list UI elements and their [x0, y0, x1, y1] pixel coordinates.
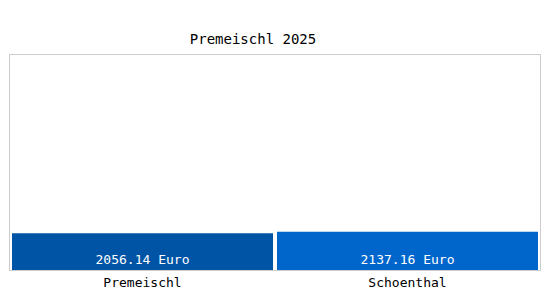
svg-text:2137.16 Euro: 2137.16 Euro — [361, 252, 455, 267]
svg-text:Premeischl: Premeischl — [103, 275, 181, 290]
svg-text:Schoenthal: Schoenthal — [368, 275, 446, 290]
svg-text:Premeischl 2025: Premeischl 2025 — [190, 31, 316, 47]
svg-text:2056.14 Euro: 2056.14 Euro — [96, 252, 190, 267]
